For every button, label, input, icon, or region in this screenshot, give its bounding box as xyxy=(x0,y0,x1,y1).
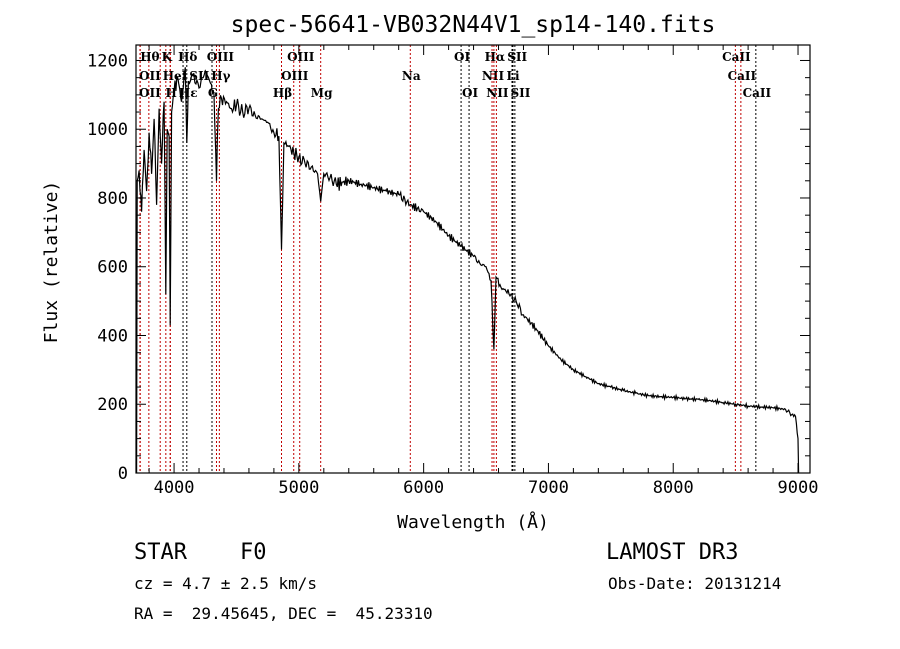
x-tick-label: 7000 xyxy=(528,478,569,498)
spectral-line-label: Hθ xyxy=(140,50,159,64)
x-tick-label: 5000 xyxy=(278,478,319,498)
x-axis-label: Wavelength (Å) xyxy=(397,511,549,533)
obs-date: Obs-Date: 20131214 xyxy=(608,574,782,593)
spectral-line-label: OII xyxy=(139,86,161,100)
redshift-cz: cz = 4.7 ± 2.5 km/s xyxy=(134,574,318,593)
subclass: F0 xyxy=(240,540,267,565)
spectral-line-label: OII xyxy=(139,69,161,83)
spectral-line-label: HeI xyxy=(163,69,188,83)
spectral-line-label: SII xyxy=(189,69,209,83)
spectral-line-label: CaII xyxy=(722,50,751,64)
x-tick-label: 9000 xyxy=(778,478,819,498)
y-tick-label: 400 xyxy=(97,326,128,346)
spectral-line-label: Mg xyxy=(311,86,333,100)
spectral-line-label: K xyxy=(162,50,173,64)
y-tick-label: 200 xyxy=(97,395,128,415)
y-tick-label: 1200 xyxy=(87,51,128,71)
x-tick-label: 4000 xyxy=(154,478,195,498)
spectral-line-label: Li xyxy=(507,69,520,83)
spectral-line-label: OI xyxy=(454,50,470,64)
spectrum-line xyxy=(136,67,800,474)
spectral-line-label: Hα xyxy=(485,50,506,64)
survey-name: LAMOST DR3 xyxy=(606,540,739,565)
spectral-line-label: Hβ xyxy=(273,86,292,100)
y-tick-label: 600 xyxy=(97,258,128,278)
y-tick-label: 1000 xyxy=(87,120,128,140)
spectral-line-label: Hγ xyxy=(211,69,230,83)
plot-frame xyxy=(135,44,811,474)
spectral-line-label: NII xyxy=(486,86,509,100)
x-tick-label: 8000 xyxy=(653,478,694,498)
spectral-line-label: OI xyxy=(462,86,478,100)
coordinates: RA = 29.45645, DEC = 45.23310 xyxy=(134,604,433,623)
spectral-line-label: CaII xyxy=(743,86,772,100)
x-tick-label: 6000 xyxy=(403,478,444,498)
y-tick-label: 0 xyxy=(118,464,128,484)
y-tick-label: 800 xyxy=(97,189,128,209)
spectral-line-label: CaII xyxy=(728,69,757,83)
spectral-line-label: H xyxy=(166,86,177,100)
spectral-line-label: Hδ xyxy=(178,50,197,64)
spectral-line-label: SII xyxy=(507,50,527,64)
spectral-line-label: OIII xyxy=(207,50,235,64)
spectral-line-label: SII xyxy=(511,86,531,100)
spectral-line-label: OIII xyxy=(281,69,309,83)
spectral-line-label: Na xyxy=(402,69,421,83)
object-class: STAR xyxy=(134,540,187,565)
chart-title: spec-56641-VB032N44V1_sp14-140.fits xyxy=(231,12,716,38)
spectral-line-label: NII xyxy=(482,69,505,83)
spectral-line-label: OIII xyxy=(287,50,315,64)
y-axis-label: Flux (relative) xyxy=(41,181,62,344)
